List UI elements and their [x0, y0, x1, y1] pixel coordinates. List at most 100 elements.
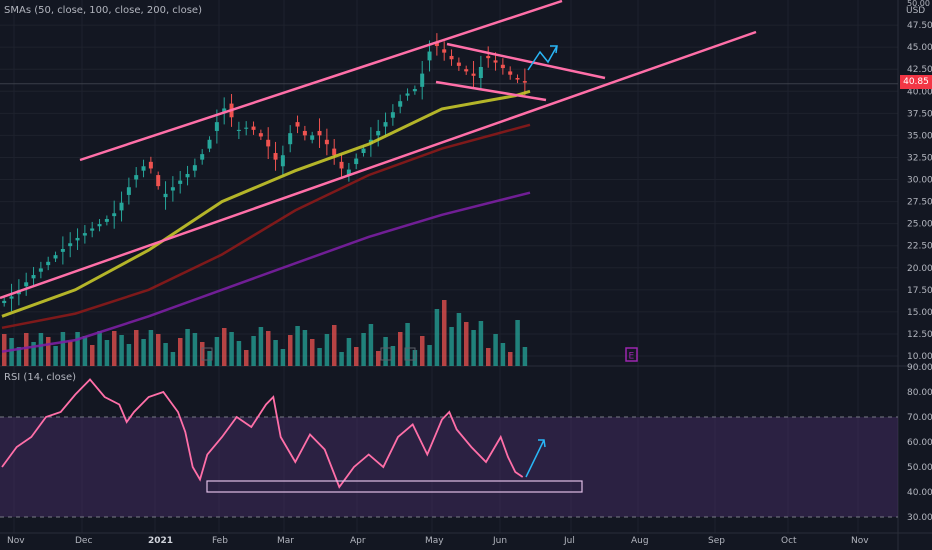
- price-tick-label: 25.00: [907, 220, 932, 230]
- candle-body: [68, 243, 73, 247]
- candle-body: [258, 133, 263, 137]
- volume-bar: [170, 352, 176, 366]
- volume-bar: [332, 325, 337, 366]
- candle-body: [214, 122, 219, 131]
- price-tick-label: 22.50: [907, 242, 932, 252]
- earnings-marker-upcoming: [625, 347, 638, 362]
- candle-body: [508, 71, 513, 75]
- volume-bar: [75, 332, 80, 366]
- time-axis-label: Jul: [563, 536, 575, 546]
- candle-body: [244, 127, 249, 129]
- candle-body: [126, 187, 131, 195]
- volume-bar: [207, 351, 212, 366]
- volume-bar: [134, 330, 139, 366]
- flag-upper-line: [446, 42, 606, 80]
- candle-body: [405, 93, 410, 96]
- candle-body: [464, 69, 469, 72]
- volume-bar: [280, 349, 286, 366]
- main-pane-bg: [0, 0, 932, 366]
- rsi-tick-label: 40.00: [907, 488, 932, 498]
- candle-body: [273, 153, 278, 160]
- candle-body: [60, 248, 65, 252]
- candle-body: [295, 122, 300, 127]
- sma-200-line: [1, 191, 531, 353]
- candle-body: [522, 81, 527, 83]
- projection-arrow: [527, 45, 558, 71]
- candle-body: [471, 73, 476, 76]
- volume-bar: [434, 309, 440, 366]
- candle-body: [148, 161, 153, 169]
- price-tick-label: 20.00: [907, 264, 932, 274]
- candle-body: [90, 228, 95, 231]
- candle-body: [119, 202, 124, 211]
- volume-bar: [68, 341, 73, 366]
- volume-bar: [251, 336, 256, 366]
- candle-body: [500, 64, 505, 69]
- candle-body: [112, 213, 117, 217]
- candle-body: [427, 51, 432, 61]
- candle-body: [163, 193, 168, 198]
- time-axis-label: Sep: [708, 536, 725, 546]
- volume-bar: [112, 331, 117, 366]
- candle-body: [207, 139, 212, 149]
- volume-bar: [273, 340, 278, 366]
- time-axis-label: Nov: [7, 536, 25, 546]
- candle-body: [493, 60, 498, 63]
- rsi-tick-label: 70.00: [907, 413, 932, 423]
- price-tick-label: 32.50: [907, 153, 932, 163]
- price-tick-label: 10.00: [907, 352, 932, 362]
- volume-bar: [376, 351, 381, 366]
- price-tick-label: 47.50: [907, 21, 932, 31]
- volume-bar: [522, 347, 528, 366]
- candle-body: [134, 175, 139, 180]
- candle-body: [478, 66, 483, 79]
- time-axis-label: Nov: [851, 536, 869, 546]
- time-axis-label: 2021: [148, 536, 173, 546]
- sma-50-line: [1, 89, 531, 318]
- candle-body: [31, 275, 36, 279]
- candle-body: [192, 165, 197, 171]
- price-tick-label: 37.50: [907, 109, 932, 119]
- rsi-tick-label: 90.00: [907, 363, 932, 373]
- sma-100-line: [1, 123, 531, 330]
- price-tick-label: 35.00: [907, 131, 932, 141]
- volume-bar: [427, 345, 432, 366]
- rsi-tick-label: 80.00: [907, 388, 932, 398]
- candle-body: [266, 139, 271, 147]
- candle-body: [456, 62, 461, 66]
- currency-label: USD: [906, 6, 926, 16]
- rsi-tick-label: 50.00: [907, 463, 932, 473]
- price-tick-label: 15.00: [907, 308, 932, 318]
- volume-bar: [90, 345, 95, 366]
- time-axis-label: Oct: [781, 536, 797, 546]
- volume-bar: [244, 350, 249, 366]
- volume-bar: [420, 336, 425, 366]
- candle-body: [420, 73, 425, 87]
- volume-bar: [390, 346, 396, 366]
- volume-bar: [214, 337, 220, 366]
- volume-bar: [383, 337, 388, 366]
- time-axis-label: Dec: [75, 536, 92, 546]
- volume-bar: [486, 348, 491, 366]
- candle-body: [251, 126, 256, 130]
- rsi-support-box: [206, 480, 583, 493]
- volume-bar: [456, 313, 462, 366]
- last-price-badge: 40.85: [900, 75, 932, 89]
- earnings-marker-past: [380, 347, 392, 361]
- earnings-marker-past: [201, 347, 213, 361]
- volume-bar: [354, 347, 359, 366]
- volume-bar: [493, 334, 498, 366]
- volume-bar: [24, 333, 29, 366]
- rsi-legend-label: RSI (14, close): [4, 372, 77, 383]
- volume-bar: [119, 335, 124, 366]
- volume-bar: [60, 332, 66, 366]
- price-tick-label: 42.50: [907, 65, 932, 75]
- candle-body: [178, 180, 183, 184]
- volume-bar: [288, 335, 293, 366]
- candle-body: [200, 154, 205, 160]
- candle-body: [104, 218, 109, 222]
- candle-body: [46, 261, 51, 266]
- candle-body: [288, 133, 293, 145]
- candle-body: [9, 296, 14, 299]
